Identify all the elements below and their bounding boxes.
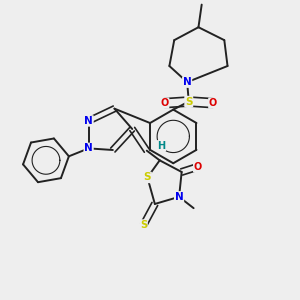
Text: S: S bbox=[185, 97, 193, 106]
Text: H: H bbox=[157, 141, 165, 151]
Text: N: N bbox=[175, 192, 184, 202]
Text: N: N bbox=[84, 143, 93, 153]
Text: S: S bbox=[144, 172, 151, 182]
Text: O: O bbox=[194, 162, 202, 172]
Text: O: O bbox=[160, 98, 169, 108]
Text: O: O bbox=[209, 98, 217, 108]
Text: N: N bbox=[183, 77, 191, 87]
Text: N: N bbox=[84, 116, 93, 126]
Text: S: S bbox=[140, 220, 147, 230]
